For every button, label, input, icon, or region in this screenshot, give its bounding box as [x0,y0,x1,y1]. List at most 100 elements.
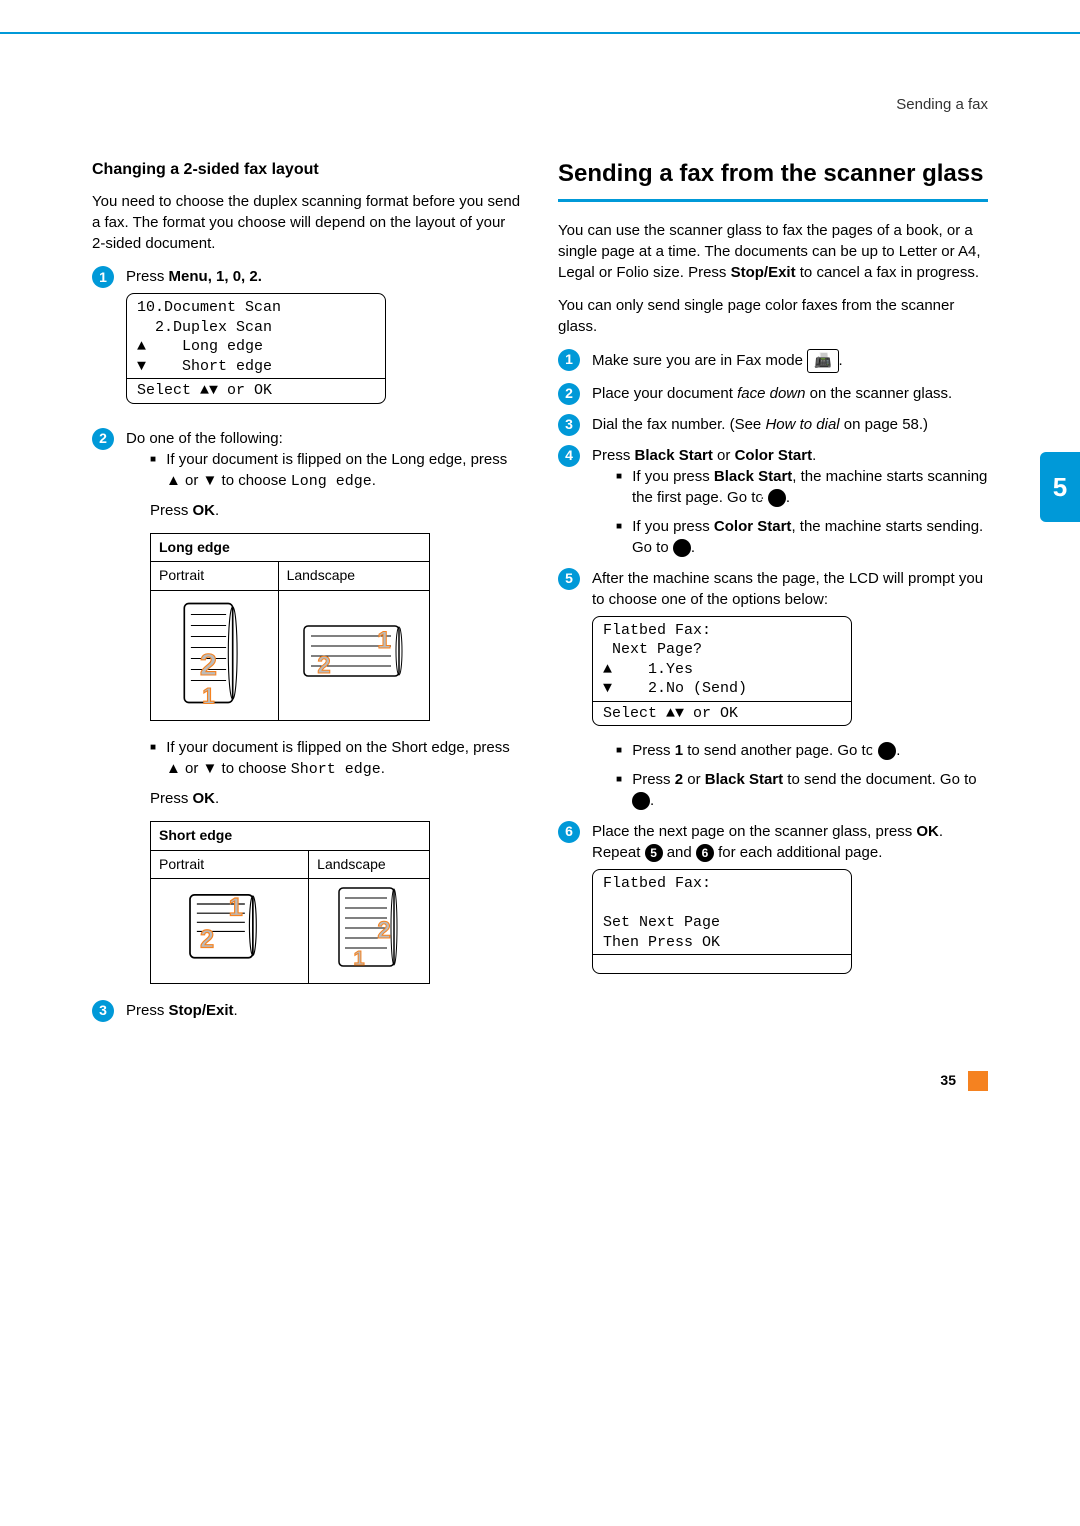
right-step-2: 2 Place your document face down on the s… [558,383,988,404]
step1-keys: , 1, 0, 2. [208,268,262,285]
svg-text:1: 1 [203,683,215,707]
sub-long-edge: If your document is flipped on the Long … [150,449,522,492]
lcd1-line3: ▲ Long edge [137,337,375,357]
left-column: Changing a 2-sided fax layout You need t… [92,159,522,1031]
left-heading: Changing a 2-sided fax layout [92,159,522,181]
rstep4-sub2: If you press Color Start, the machine st… [616,516,988,558]
step3-stop-exit: Stop/Exit [169,1002,234,1019]
svg-text:2: 2 [200,926,214,954]
inline-ref-7b: 7 [632,792,650,810]
svg-text:2: 2 [377,917,390,944]
long-portrait-diagram: 2 1 [151,591,279,721]
lcd3-line3: Set Next Page [603,913,841,933]
svg-text:2: 2 [317,652,330,679]
short-edge-table: Short edge Portrait Landscape 1 2 [150,821,430,984]
lcd-display-1: 10.Document Scan 2.Duplex Scan ▲ Long ed… [126,293,386,404]
inline-ref-6: 6 [878,742,896,760]
rstep-number-3: 3 [558,414,580,436]
step2-text: Do one of the following: [126,430,283,447]
rstep4-sub1: If you press Black Start, the machine st… [616,466,988,508]
doc-icon-long-landscape: 1 2 [299,613,409,693]
fax-mode-icon: 📠 [807,349,838,373]
rstep-number-1: 1 [558,349,580,371]
rstep-number-2: 2 [558,383,580,405]
lcd2-line5: Select ▲▼ or OK [603,704,841,724]
long-edge-table: Long edge Portrait Landscape 2 1 [150,533,430,721]
sub-short-code: Short edge [291,761,381,778]
page-content: 5 Sending a fax Changing a 2-sided fax l… [0,34,1080,1131]
doc-icon-short-landscape: 2 1 [329,883,409,973]
top-blue-rule [0,0,1080,34]
inline-ref-6b: 6 [696,844,714,862]
svg-text:2: 2 [200,647,217,682]
lcd1-line1: 10.Document Scan [137,298,375,318]
right-step-3: 3 Dial the fax number. (See How to dial … [558,414,988,435]
rstep5-sub2: Press 2 or Black Start to send the docum… [616,769,988,811]
rstep5-text: After the machine scans the page, the LC… [592,570,983,608]
sub-long-code: Long edge [291,473,372,490]
lcd1-line4: ▼ Short edge [137,357,375,377]
short-portrait-label: Portrait [151,850,309,879]
svg-text:1: 1 [228,894,242,922]
long-portrait-label: Portrait [151,562,279,591]
rstep-number-5: 5 [558,568,580,590]
right-step-1: 1 Make sure you are in Fax mode 📠. [558,349,988,373]
doc-icon-long-portrait: 2 1 [169,598,259,708]
left-step-3: 3 Press Stop/Exit. [92,1000,522,1021]
lcd2-line3: ▲ 1.Yes [603,660,841,680]
rstep1-text: Make sure you are in Fax mode [592,352,807,369]
inline-ref-5: 5 [768,489,786,507]
lcd3-line2 [603,894,841,914]
sub-short-edge: If your document is flipped on the Short… [150,737,522,780]
step1-menu: Menu [169,268,208,285]
right-p1: You can use the scanner glass to fax the… [558,220,988,283]
step-number-1: 1 [92,266,114,288]
long-landscape-diagram: 1 2 [278,591,429,721]
left-intro: You need to choose the duplex scanning f… [92,191,522,254]
press-ok-1: Press OK. [150,500,522,521]
chapter-tab: 5 [1040,452,1080,522]
page-footer: 35 [92,1071,988,1091]
rstep-number-6: 6 [558,821,580,843]
right-p2: You can only send single page color faxe… [558,295,988,337]
step1-text-a: Press [126,268,169,285]
right-heading: Sending a fax from the scanner glass [558,159,988,189]
page-number: 35 [940,1071,956,1091]
lcd3-line1: Flatbed Fax: [603,874,841,894]
left-step-2: 2 Do one of the following: If your docum… [92,428,522,984]
inline-ref-5b: 5 [645,844,663,862]
lcd-display-2: Flatbed Fax: Next Page? ▲ 1.Yes ▼ 2.No (… [592,616,852,727]
long-edge-title: Long edge [151,533,430,562]
short-edge-title: Short edge [151,822,430,851]
right-column: Sending a fax from the scanner glass You… [558,159,988,1031]
inline-ref-7: 7 [673,539,691,557]
rstep5-sub1: Press 1 to send another page. Go to 6. [616,740,988,761]
left-step-1: 1 Press Menu, 1, 0, 2. 10.Document Scan … [92,266,522,418]
svg-text:1: 1 [354,948,365,970]
lcd3-blank [603,957,841,971]
heading-rule [558,199,988,202]
lcd-display-3: Flatbed Fax: Set Next Page Then Press OK [592,869,852,974]
press-ok-2: Press OK. [150,788,522,809]
doc-icon-short-portrait: 1 2 [175,888,285,968]
rstep-number-4: 4 [558,445,580,467]
short-landscape-label: Landscape [309,850,430,879]
step-number-3: 3 [92,1000,114,1022]
lcd3-line4: Then Press OK [603,933,841,953]
lcd1-line2: 2.Duplex Scan [137,318,375,338]
running-header: Sending a fax [92,94,988,115]
short-landscape-diagram: 2 1 [309,879,430,984]
long-landscape-label: Landscape [278,562,429,591]
lcd2-line4: ▼ 2.No (Send) [603,679,841,699]
short-portrait-diagram: 1 2 [151,879,309,984]
step3-text-a: Press [126,1002,169,1019]
right-step-5: 5 After the machine scans the page, the … [558,568,988,812]
right-step-6: 6 Place the next page on the scanner gla… [558,821,988,988]
step-number-2: 2 [92,428,114,450]
lcd2-line1: Flatbed Fax: [603,621,841,641]
lcd2-line2: Next Page? [603,640,841,660]
lcd1-line5: Select ▲▼ or OK [137,381,375,401]
footer-square-icon [968,1071,988,1091]
svg-text:1: 1 [377,627,390,654]
right-step-4: 4 Press Black Start or Color Start. If y… [558,445,988,558]
